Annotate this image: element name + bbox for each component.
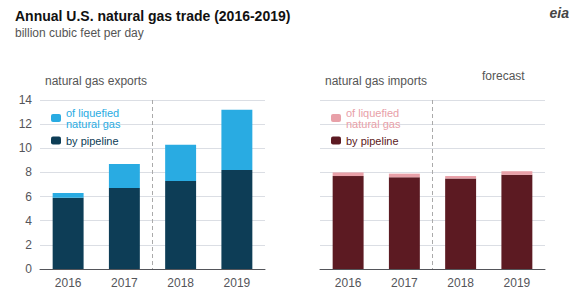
svg-text:2018: 2018	[167, 276, 194, 290]
svg-text:billion cubic feet per day: billion cubic feet per day	[15, 26, 144, 40]
svg-text:14: 14	[19, 93, 33, 107]
svg-text:6: 6	[25, 190, 32, 204]
svg-text:2017: 2017	[391, 276, 418, 290]
svg-text:0: 0	[25, 262, 32, 276]
svg-text:2016: 2016	[335, 276, 362, 290]
svg-text:2018: 2018	[447, 276, 474, 290]
svg-text:of liquefied: of liquefied	[66, 106, 120, 119]
svg-text:natural gas: natural gas	[346, 118, 401, 130]
svg-text:2016: 2016	[55, 276, 82, 290]
svg-text:natural gas exports: natural gas exports	[45, 74, 147, 88]
svg-text:12: 12	[19, 117, 33, 131]
svg-text:10: 10	[19, 141, 33, 155]
svg-text:2017: 2017	[111, 276, 138, 290]
svg-text:2: 2	[25, 238, 32, 252]
svg-text:forecast: forecast	[482, 69, 525, 83]
svg-text:natural gas imports: natural gas imports	[325, 74, 427, 88]
svg-text:of liquefied: of liquefied	[346, 106, 400, 119]
svg-text:2019: 2019	[504, 276, 531, 290]
svg-text:by pipeline: by pipeline	[346, 135, 399, 147]
svg-text:Annual U.S. natural gas trade: Annual U.S. natural gas trade (2016-2019…	[15, 8, 290, 24]
svg-text:natural gas: natural gas	[66, 118, 121, 130]
svg-text:8: 8	[25, 165, 32, 179]
svg-text:2019: 2019	[224, 276, 251, 290]
svg-text:eia: eia	[550, 5, 570, 21]
svg-text:by pipeline: by pipeline	[66, 135, 119, 147]
svg-text:4: 4	[25, 214, 32, 228]
